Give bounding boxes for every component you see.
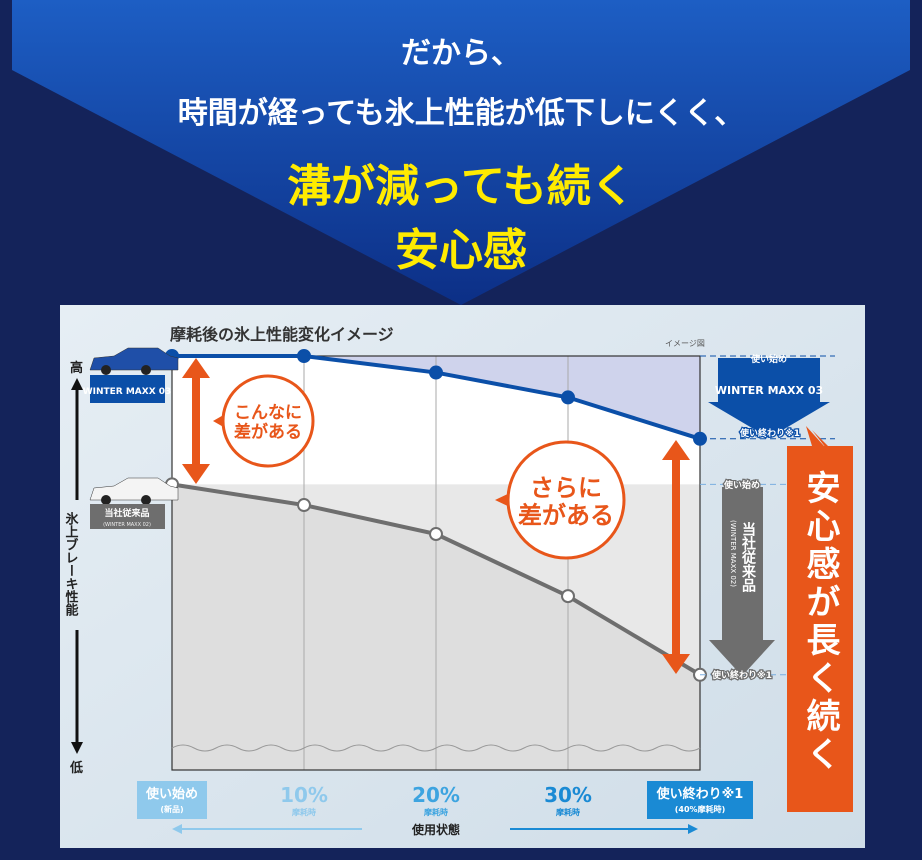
old-point [429, 527, 443, 542]
side-banner [787, 426, 853, 812]
gap-arrow-2-head [662, 654, 690, 674]
chart-title: 摩耗後の氷上性能変化イメージ [170, 325, 394, 344]
y-high-label: 高 [70, 360, 83, 376]
header-headline-2: 安心感 [395, 225, 527, 276]
gap-bubble-2 [506, 440, 626, 560]
wm03-down-arrow [708, 358, 830, 438]
x-tick-sublabel: (新品) [160, 804, 183, 814]
header-v-shape [12, 0, 910, 305]
x-tick-label: 30% [544, 783, 592, 807]
old-car-icon [89, 477, 179, 501]
gap-bubble-2-text: 差がある [518, 501, 614, 529]
old-arrow-sub: (WINTER MAXX 02) [729, 520, 737, 587]
plot-border [171, 355, 701, 771]
arrow-down-icon [71, 742, 83, 754]
old-point [561, 589, 575, 604]
old-end-label: 使い終わり※1 [711, 669, 772, 681]
x-tick-label: 10% [280, 783, 328, 807]
side-banner-text: 安心感が長く続く [800, 470, 840, 774]
old-label-box [90, 504, 165, 529]
arrow-right-icon [688, 824, 698, 834]
gap-bubble-2-text: さらに [530, 474, 602, 502]
x-tick-sublabel: 摩耗時 [555, 807, 580, 817]
x-tick-label: 20% [412, 783, 460, 807]
x-tick-sublabel: 摩耗時 [291, 807, 316, 817]
arrow-up-icon [71, 378, 83, 390]
x-tick-label: 使い終わり※1 [656, 786, 744, 802]
gap-arrow-2-head [662, 440, 690, 460]
y-axis-label: 氷上ブレーキ性能 [63, 511, 79, 617]
gap-bubble-1-text: 差がある [234, 422, 302, 443]
wm03-arrow-logo: WINTER MAXX 03 [715, 384, 823, 397]
header-line-1: だから、 [401, 36, 521, 71]
old-car-icon-wheel [101, 495, 111, 505]
x-label-box [137, 781, 207, 819]
gap-arrow-1-head [182, 464, 210, 484]
gap-arrow-1-head [182, 358, 210, 378]
old-point [297, 498, 311, 513]
x-axis-label: 使用状態 [411, 822, 460, 837]
x-tick-sublabel: 摩耗時 [423, 807, 448, 817]
wm03-point [297, 349, 311, 363]
old-sub-label: (WINTER MAXX 02) [103, 522, 151, 528]
header-headline: 溝が減っても続く [287, 161, 635, 212]
wm03-point [429, 365, 443, 380]
wm03-car-icon-wheel [101, 365, 111, 375]
banner-tail [812, 430, 830, 448]
arrow-left-icon [172, 824, 182, 834]
wm03-car-icon [89, 347, 179, 371]
x-tick-label: 使い始め [145, 786, 198, 802]
old-arrow-label: 当社従来品 [740, 521, 757, 593]
gap-bubble-1-text: こんなに [234, 403, 302, 423]
wm03-logo: WINTER MAXX 03 [83, 387, 172, 397]
image-note: イメージ図 [665, 339, 705, 348]
axis-break [171, 744, 701, 752]
old-down-arrow [709, 487, 775, 676]
wm03-car-icon-wheel [141, 365, 151, 375]
wm03-logo-box [90, 375, 165, 403]
wm03-point [561, 390, 575, 405]
x-tick-sublabel: (40%摩耗時) [675, 804, 725, 814]
old-start-label: 使い始め [723, 479, 760, 491]
wm03-start-label: 使い始め [750, 353, 787, 365]
wm03-end-label: 使い終わり※1 [739, 427, 800, 439]
y-low-label: 低 [69, 760, 83, 776]
header-line-2: 時間が経っても氷上性能が低下しにくく、 [177, 96, 745, 131]
old-car-icon-wheel [141, 495, 151, 505]
old-label: 当社従来品 [104, 507, 149, 519]
x-label-box [647, 781, 753, 819]
gap-bubble-1 [221, 374, 315, 468]
